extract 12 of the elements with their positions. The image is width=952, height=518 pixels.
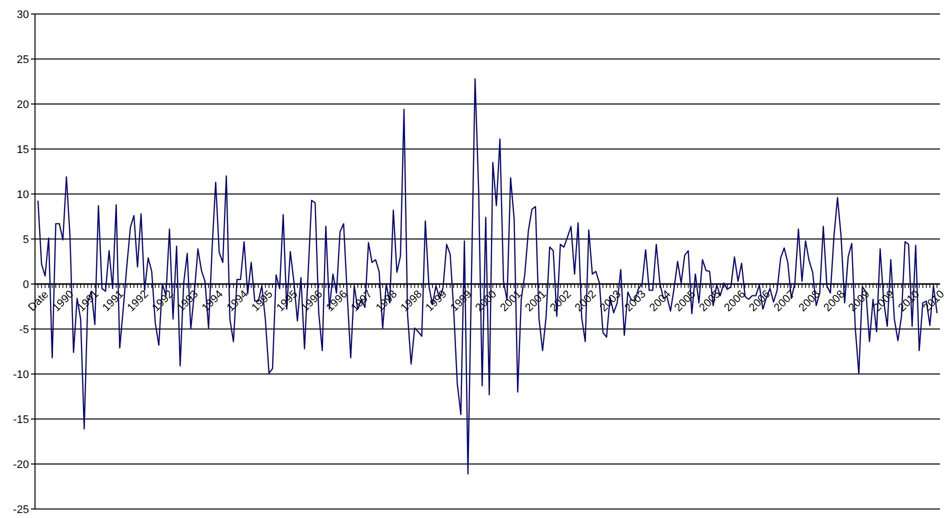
- y-tick-label: 20: [16, 98, 29, 111]
- y-tick-label: -5: [19, 324, 29, 336]
- y-tick-label: 30: [16, 8, 29, 21]
- y-tick-label: 15: [16, 144, 29, 156]
- y-tick-label: -20: [13, 458, 29, 471]
- y-tick-label: -25: [13, 504, 29, 516]
- y-tick-label: -10: [13, 368, 29, 381]
- y-tick-label: 10: [16, 188, 29, 201]
- y-tick-label: 0: [22, 278, 29, 291]
- y-tick-label: 5: [22, 234, 29, 246]
- y-tick-label: -15: [13, 414, 29, 426]
- y-tick-label: 25: [16, 54, 29, 66]
